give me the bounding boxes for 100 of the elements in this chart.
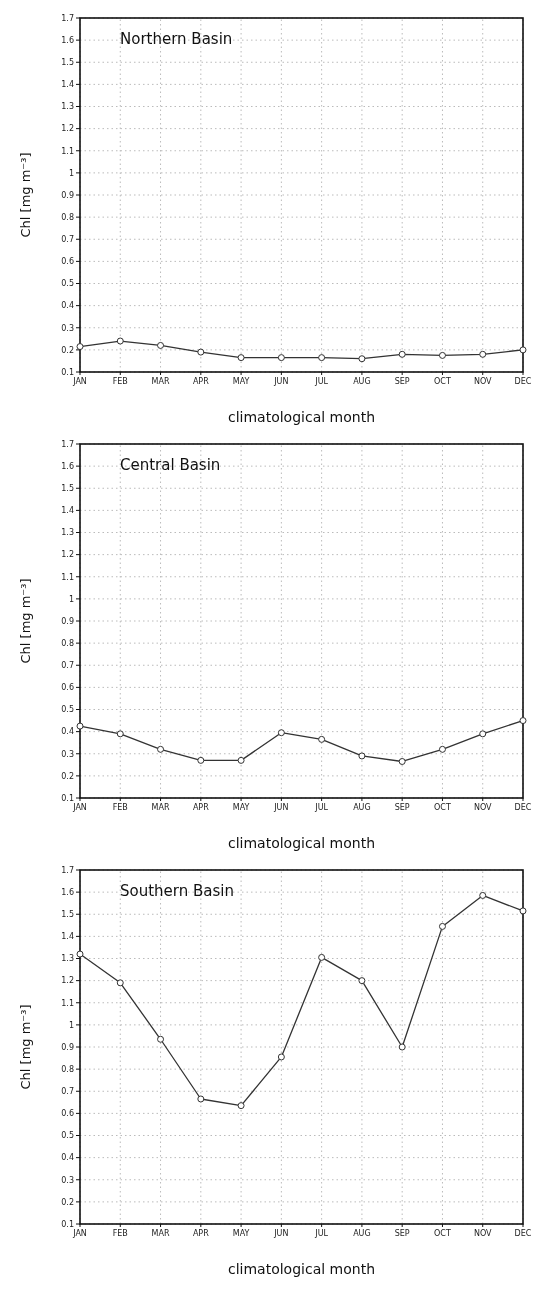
- point: [358, 752, 366, 760]
- y-tick-label: 1.4: [61, 506, 74, 516]
- y-tick-label: 1.2: [61, 124, 74, 134]
- y-tick-label: 0.2: [61, 1197, 74, 1207]
- x-tick-label: MAY: [232, 377, 250, 386]
- y-tick-label: 0.4: [61, 1153, 74, 1163]
- y-tick-label: 0.6: [61, 257, 74, 267]
- x-tick-label: AUG: [353, 803, 371, 812]
- point: [197, 1095, 205, 1103]
- y-tick-label: 0.7: [61, 235, 74, 245]
- y-tick-label: 1: [68, 594, 74, 604]
- y-tick-label: 1.5: [61, 58, 74, 68]
- y-tick-label: 1.5: [61, 910, 74, 920]
- point: [157, 1035, 165, 1043]
- x-tick-label: DEC: [514, 1229, 532, 1238]
- y-tick-label: 1.3: [61, 528, 74, 538]
- x-tick-label: JAN: [72, 377, 87, 386]
- y-tick-label: 0.6: [61, 683, 74, 693]
- y-tick-label: 0.3: [61, 749, 74, 759]
- y-tick-label: 1.6: [61, 461, 74, 471]
- y-tick-label: 1.3: [61, 954, 74, 964]
- y-tick-label: 1.7: [61, 13, 74, 23]
- point: [479, 891, 487, 899]
- y-tick-label: 1.1: [61, 998, 74, 1008]
- y-tick-label: 1.7: [61, 865, 74, 875]
- y-tick-label: 0.8: [61, 212, 74, 222]
- x-tick-label: JAN: [72, 803, 87, 812]
- x-tick-label: FEB: [112, 1229, 128, 1238]
- text: Northern Basin: [120, 30, 233, 48]
- x-tick-label: JUL: [314, 1229, 329, 1238]
- y-tick-label: 1.2: [61, 976, 74, 986]
- x-tick-label: MAR: [151, 377, 170, 386]
- x-tick-label: NOV: [473, 1229, 493, 1238]
- x-tick-label: DEC: [514, 377, 532, 386]
- y-axis-title: Chl [mg m⁻³]: [18, 152, 33, 238]
- x-axis-title: climatological month: [227, 835, 376, 851]
- y-tick-label: 0.1: [61, 367, 74, 377]
- x-tick-label: SEP: [394, 1229, 410, 1238]
- point: [318, 953, 326, 961]
- x-axis-title: climatological month: [227, 409, 376, 425]
- point: [237, 1102, 245, 1110]
- x-tick-label: JUN: [273, 803, 289, 812]
- y-tick-label: 0.2: [61, 345, 74, 355]
- x-tick-label: SEP: [394, 377, 410, 386]
- point: [116, 979, 124, 987]
- y-tick-label: 0.8: [61, 638, 74, 648]
- y-tick-label: 1.4: [61, 932, 74, 942]
- y-tick-label: 1: [68, 1020, 74, 1030]
- y-tick-label: 1.6: [61, 887, 74, 897]
- point: [519, 907, 527, 915]
- x-tick-label: AUG: [353, 377, 371, 386]
- y-tick-label: 0.1: [61, 1219, 74, 1229]
- y-tick-label: 1.4: [61, 80, 74, 90]
- x-tick-label: MAR: [151, 803, 170, 812]
- point: [519, 717, 527, 725]
- point: [116, 730, 124, 738]
- y-tick-label: 1.5: [61, 484, 74, 494]
- x-tick-label: SEP: [394, 803, 410, 812]
- x-tick-label: NOV: [473, 377, 493, 386]
- point: [479, 730, 487, 738]
- x-tick-label: DEC: [514, 803, 532, 812]
- y-tick-label: 1.1: [61, 572, 74, 582]
- x-tick-label: MAY: [232, 803, 250, 812]
- x-tick-label: OCT: [434, 803, 451, 812]
- y-tick-label: 0.5: [61, 1131, 74, 1141]
- point: [197, 756, 205, 764]
- y-tick-label: 0.3: [61, 1175, 74, 1185]
- y-axis-title: Chl [mg m⁻³]: [18, 578, 33, 664]
- y-tick-label: 0.8: [61, 1064, 74, 1074]
- y-tick-label: 0.1: [61, 793, 74, 803]
- y-tick-label: 1: [68, 168, 74, 178]
- point: [358, 977, 366, 985]
- y-tick-label: 0.5: [61, 279, 74, 289]
- point: [438, 745, 446, 753]
- x-tick-label: JUL: [314, 377, 329, 386]
- text: Southern Basin: [120, 882, 234, 900]
- text: Central Basin: [120, 456, 221, 474]
- y-tick-label: 0.3: [61, 323, 74, 333]
- y-tick-label: 0.4: [61, 727, 74, 737]
- x-tick-label: NOV: [473, 803, 493, 812]
- y-tick-label: 0.7: [61, 661, 74, 671]
- y-tick-label: 1.7: [61, 439, 74, 449]
- x-tick-label: FEB: [112, 377, 128, 386]
- point: [237, 756, 245, 764]
- point: [76, 722, 84, 730]
- x-tick-label: FEB: [112, 803, 128, 812]
- y-tick-label: 0.9: [61, 190, 74, 200]
- x-tick-label: JAN: [72, 1229, 87, 1238]
- y-tick-label: 0.2: [61, 771, 74, 781]
- point: [438, 922, 446, 930]
- x-tick-label: APR: [192, 803, 210, 812]
- x-tick-label: OCT: [434, 377, 451, 386]
- x-tick-label: APR: [192, 1229, 210, 1238]
- x-tick-label: AUG: [353, 1229, 371, 1238]
- x-tick-label: MAY: [232, 1229, 250, 1238]
- y-tick-label: 1.3: [61, 102, 74, 112]
- y-tick-label: 0.6: [61, 1109, 74, 1119]
- point: [277, 1053, 285, 1061]
- point: [398, 1043, 406, 1051]
- y-tick-label: 0.5: [61, 705, 74, 715]
